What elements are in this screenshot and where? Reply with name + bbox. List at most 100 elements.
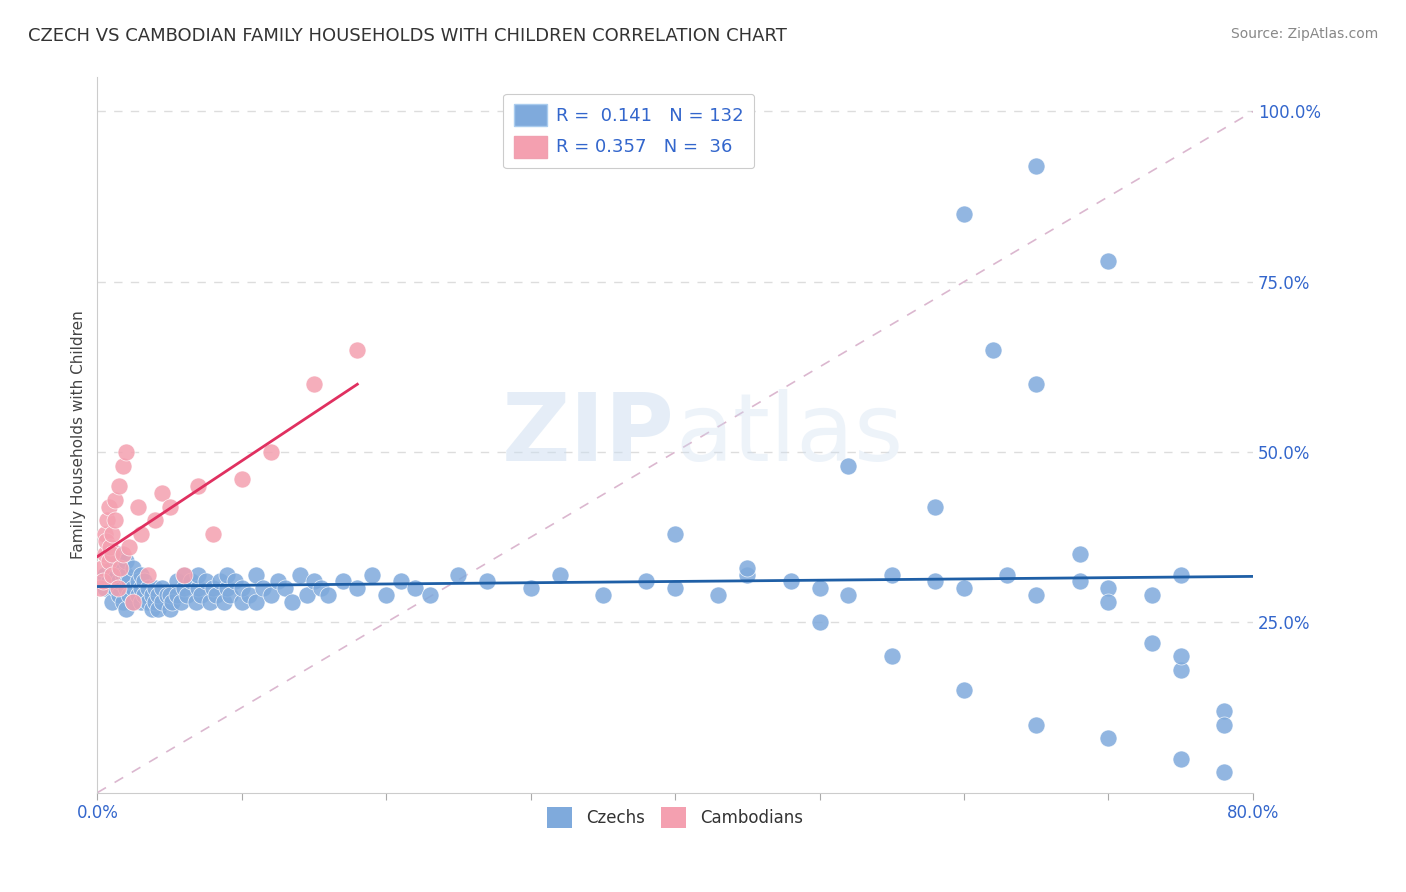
- Point: [107, 582, 129, 596]
- Point: [112, 595, 135, 609]
- Point: [281, 595, 304, 609]
- Point: [108, 588, 131, 602]
- Point: [267, 574, 290, 589]
- Point: [1170, 751, 1192, 765]
- Point: [664, 526, 686, 541]
- Point: [101, 547, 124, 561]
- Point: [231, 472, 253, 486]
- Point: [198, 595, 221, 609]
- Point: [737, 567, 759, 582]
- Point: [880, 567, 903, 582]
- Point: [146, 601, 169, 615]
- Point: [779, 574, 801, 589]
- Point: [101, 561, 124, 575]
- Point: [636, 574, 658, 589]
- Point: [1097, 731, 1119, 746]
- Point: [419, 588, 441, 602]
- Point: [115, 601, 138, 615]
- Point: [173, 567, 195, 582]
- Point: [953, 207, 976, 221]
- Point: [115, 445, 138, 459]
- Point: [132, 588, 155, 602]
- Point: [260, 588, 283, 602]
- Point: [108, 547, 131, 561]
- Point: [1025, 588, 1047, 602]
- Point: [477, 574, 499, 589]
- Point: [924, 500, 946, 514]
- Point: [132, 574, 155, 589]
- Point: [173, 582, 195, 596]
- Point: [953, 582, 976, 596]
- Point: [97, 554, 120, 568]
- Point: [737, 561, 759, 575]
- Point: [447, 567, 470, 582]
- Point: [187, 582, 209, 596]
- Point: [375, 588, 398, 602]
- Point: [129, 582, 152, 596]
- Point: [252, 582, 274, 596]
- Point: [1140, 588, 1163, 602]
- Point: [129, 595, 152, 609]
- Point: [150, 486, 173, 500]
- Point: [110, 561, 132, 575]
- Point: [122, 582, 145, 596]
- Point: [150, 582, 173, 596]
- Point: [1097, 595, 1119, 609]
- Point: [664, 582, 686, 596]
- Point: [115, 554, 138, 568]
- Point: [209, 574, 232, 589]
- Point: [1069, 574, 1091, 589]
- Point: [346, 343, 368, 357]
- Point: [91, 574, 114, 589]
- Point: [1025, 159, 1047, 173]
- Point: [808, 582, 831, 596]
- Point: [707, 588, 730, 602]
- Point: [173, 567, 195, 582]
- Point: [238, 588, 260, 602]
- Point: [288, 567, 311, 582]
- Point: [127, 588, 149, 602]
- Point: [122, 595, 145, 609]
- Point: [101, 567, 124, 582]
- Point: [184, 595, 207, 609]
- Point: [837, 588, 859, 602]
- Point: [156, 588, 179, 602]
- Point: [260, 445, 283, 459]
- Point: [136, 567, 159, 582]
- Point: [217, 582, 239, 596]
- Point: [112, 458, 135, 473]
- Point: [924, 574, 946, 589]
- Point: [187, 479, 209, 493]
- Point: [127, 500, 149, 514]
- Point: [837, 458, 859, 473]
- Point: [880, 649, 903, 664]
- Point: [159, 588, 181, 602]
- Point: [118, 541, 141, 555]
- Point: [295, 588, 318, 602]
- Point: [93, 547, 115, 561]
- Point: [245, 567, 267, 582]
- Point: [112, 547, 135, 561]
- Point: [231, 595, 253, 609]
- Point: [129, 567, 152, 582]
- Point: [245, 595, 267, 609]
- Point: [592, 588, 614, 602]
- Point: [1170, 567, 1192, 582]
- Point: [201, 582, 224, 596]
- Point: [190, 588, 212, 602]
- Point: [108, 574, 131, 589]
- Point: [176, 588, 198, 602]
- Point: [118, 588, 141, 602]
- Point: [127, 574, 149, 589]
- Point: [101, 526, 124, 541]
- Point: [108, 479, 131, 493]
- Point: [143, 595, 166, 609]
- Text: atlas: atlas: [675, 389, 903, 481]
- Point: [170, 595, 193, 609]
- Text: Source: ZipAtlas.com: Source: ZipAtlas.com: [1230, 27, 1378, 41]
- Point: [101, 547, 124, 561]
- Point: [136, 595, 159, 609]
- Point: [519, 582, 541, 596]
- Point: [93, 567, 115, 582]
- Point: [1025, 376, 1047, 391]
